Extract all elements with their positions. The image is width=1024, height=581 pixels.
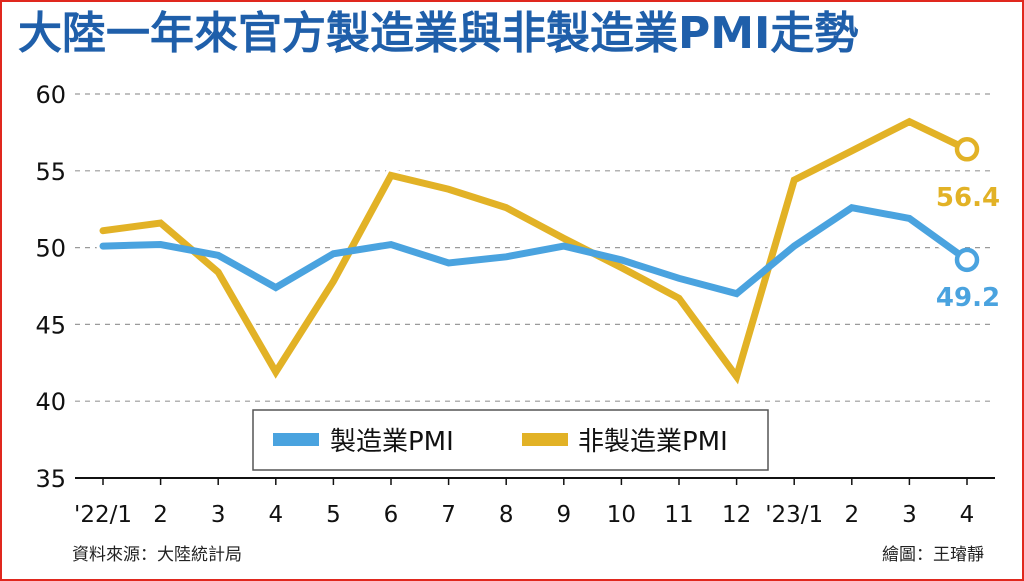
- y-tick-label-40: 40: [35, 388, 66, 416]
- legend-box: [252, 409, 769, 471]
- x-tick-label-7: 8: [499, 502, 514, 528]
- x-tick-label-11: 12: [722, 502, 751, 528]
- end-label-non-manufacturing: 56.4: [936, 183, 1000, 213]
- x-tick-label-2: 3: [211, 502, 226, 528]
- x-tick-label-4: 5: [326, 502, 341, 528]
- x-tick-label-15: 4: [960, 502, 975, 528]
- legend-swatch-non-manufacturing: [522, 433, 568, 446]
- x-tick-label-12: '23/1: [765, 502, 823, 528]
- y-tick-label-45: 45: [35, 311, 66, 339]
- x-tick-label-10: 11: [664, 502, 693, 528]
- credit-note: 繪圖：王璿靜: [882, 545, 984, 565]
- end-label-manufacturing: 49.2: [936, 283, 1000, 313]
- x-tick-label-6: 7: [441, 502, 456, 528]
- legend-swatch-manufacturing: [273, 433, 319, 446]
- x-tick-label-1: 2: [153, 502, 168, 528]
- x-tick-label-0: '22/1: [74, 502, 132, 528]
- x-tick-label-9: 10: [607, 502, 636, 528]
- x-tick-label-13: 2: [844, 502, 859, 528]
- chart-title: 大陸一年來官方製造業與非製造業PMI走勢: [18, 8, 859, 59]
- y-tick-label-35: 35: [35, 465, 66, 493]
- series-line-1: [99, 117, 971, 385]
- x-tick-label-8: 9: [556, 502, 571, 528]
- x-tick-label-5: 6: [384, 502, 399, 528]
- end-marker-0: [954, 247, 980, 273]
- source-note: 資料來源：大陸統計局: [72, 545, 242, 565]
- legend-label-non-manufacturing: 非製造業PMI: [578, 427, 728, 457]
- legend-label-manufacturing: 製造業PMI: [330, 427, 454, 457]
- y-tick-label-50: 50: [35, 235, 66, 263]
- series-line-0: [99, 203, 971, 298]
- x-tick-label-3: 4: [268, 502, 283, 528]
- x-tick-label-14: 3: [902, 502, 917, 528]
- y-tick-label-55: 55: [35, 158, 66, 186]
- end-marker-1: [954, 137, 980, 162]
- y-tick-label-60: 60: [35, 81, 66, 109]
